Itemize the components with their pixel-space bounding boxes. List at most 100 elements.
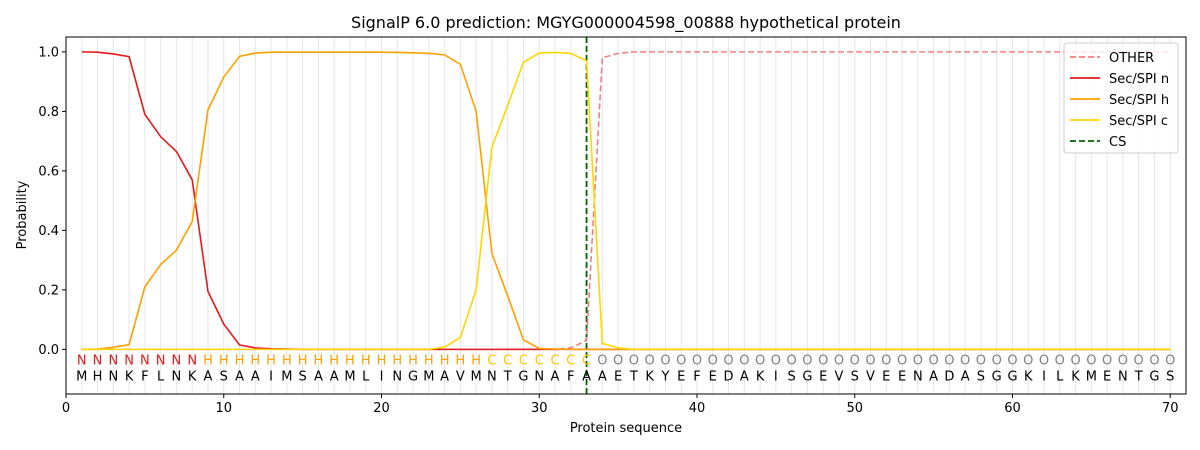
residue-label: S <box>220 370 228 385</box>
residue-label: M <box>1086 370 1097 385</box>
region-label: C <box>566 353 575 368</box>
legend-label: Sec/SPI h <box>1109 93 1169 108</box>
residue-label: L <box>1056 370 1064 385</box>
region-label: N <box>108 353 118 368</box>
x-tick-label: 20 <box>373 401 390 416</box>
region-label: H <box>250 353 260 368</box>
region-label: C <box>519 353 528 368</box>
residue-label: K <box>188 370 197 385</box>
residue-label: D <box>724 370 734 385</box>
residue-label: I <box>380 370 384 385</box>
residue-label: E <box>677 370 685 385</box>
region-label: O <box>1165 353 1175 368</box>
region-label: H <box>282 353 292 368</box>
residue-label: A <box>929 370 938 385</box>
residue-label: E <box>819 370 827 385</box>
residue-label: M <box>344 370 355 385</box>
residue-label: K <box>125 370 134 385</box>
region-label: O <box>1086 353 1096 368</box>
region-label: O <box>802 353 812 368</box>
region-label: H <box>440 353 450 368</box>
residue-label: K <box>1024 370 1033 385</box>
y-tick-label: 1.0 <box>38 45 59 60</box>
x-tick-label: 40 <box>689 401 706 416</box>
region-label: C <box>535 353 544 368</box>
region-label: H <box>408 353 418 368</box>
residue-label: N <box>487 370 497 385</box>
residue-label: A <box>440 370 449 385</box>
region-label: H <box>345 353 355 368</box>
region-label: C <box>487 353 496 368</box>
x-tick-label: 70 <box>1162 401 1179 416</box>
residue-label: E <box>614 370 622 385</box>
region-label: O <box>992 353 1002 368</box>
region-label: O <box>660 353 670 368</box>
residue-label: S <box>851 370 859 385</box>
region-label: O <box>1149 353 1159 368</box>
x-tick-label: 0 <box>62 401 70 416</box>
region-label: H <box>455 353 465 368</box>
residue-label: H <box>93 370 103 385</box>
residue-label: T <box>1134 370 1143 385</box>
region-label: H <box>329 353 339 368</box>
residue-label: I <box>1042 370 1046 385</box>
region-label: O <box>723 353 733 368</box>
region-label: O <box>629 353 639 368</box>
y-ticks: 0.0 0.2 0.4 0.6 0.8 1.0 <box>38 45 66 358</box>
region-label: N <box>124 353 134 368</box>
residue-label: E <box>709 370 717 385</box>
residue-label: N <box>1118 370 1128 385</box>
legend-label: Sec/SPI n <box>1109 72 1169 87</box>
region-label: N <box>156 353 166 368</box>
residue-label: A <box>330 370 339 385</box>
y-tick-label: 0.0 <box>38 343 59 358</box>
series-line-sec-spi-c <box>81 51 1171 351</box>
region-label: O <box>850 353 860 368</box>
residue-label: L <box>362 370 370 385</box>
residue-label: K <box>1071 370 1080 385</box>
residue-label: A <box>582 370 591 385</box>
residue-label: A <box>598 370 607 385</box>
residue-label: N <box>913 370 923 385</box>
residue-label: G <box>992 370 1002 385</box>
region-label: O <box>739 353 749 368</box>
region-label: O <box>1023 353 1033 368</box>
x-tick-label: 50 <box>846 401 863 416</box>
residue-label: A <box>204 370 213 385</box>
region-label: O <box>771 353 781 368</box>
region-label: O <box>976 353 986 368</box>
residue-label: K <box>645 370 654 385</box>
residue-label: M <box>76 370 87 385</box>
region-label: H <box>203 353 213 368</box>
y-axis-label: Probability <box>15 180 30 249</box>
region-label: C <box>550 353 559 368</box>
x-tick-label: 10 <box>215 401 232 416</box>
residue-label: T <box>629 370 638 385</box>
residue-label: A <box>740 370 749 385</box>
residue-label: N <box>108 370 118 385</box>
region-label: N <box>187 353 197 368</box>
residue-label: S <box>1166 370 1174 385</box>
residue-label: A <box>235 370 244 385</box>
region-label: O <box>897 353 907 368</box>
region-label: C <box>582 353 591 368</box>
grid-layer <box>81 37 1171 394</box>
residue-label: T <box>503 370 512 385</box>
region-label: O <box>960 353 970 368</box>
region-label: H <box>266 353 276 368</box>
residue-label: A <box>551 370 560 385</box>
region-label: O <box>913 353 923 368</box>
region-label: O <box>1070 353 1080 368</box>
legend-label: CS <box>1109 135 1126 150</box>
region-label: O <box>613 353 623 368</box>
residue-label: A <box>314 370 323 385</box>
residue-label: F <box>693 370 700 385</box>
residue-label: V <box>866 370 875 385</box>
legend: OTHER Sec/SPI n Sec/SPI h Sec/SPI c CS <box>1063 42 1179 154</box>
residue-label: M <box>281 370 292 385</box>
sequence-layer: NMNHNNNKNFNLNNNKHAHSHAHAHIHMHSHAHAHMHLHI… <box>76 353 1175 384</box>
region-label: H <box>298 353 308 368</box>
y-tick-label: 0.8 <box>38 105 59 120</box>
residue-label: G <box>1007 370 1017 385</box>
